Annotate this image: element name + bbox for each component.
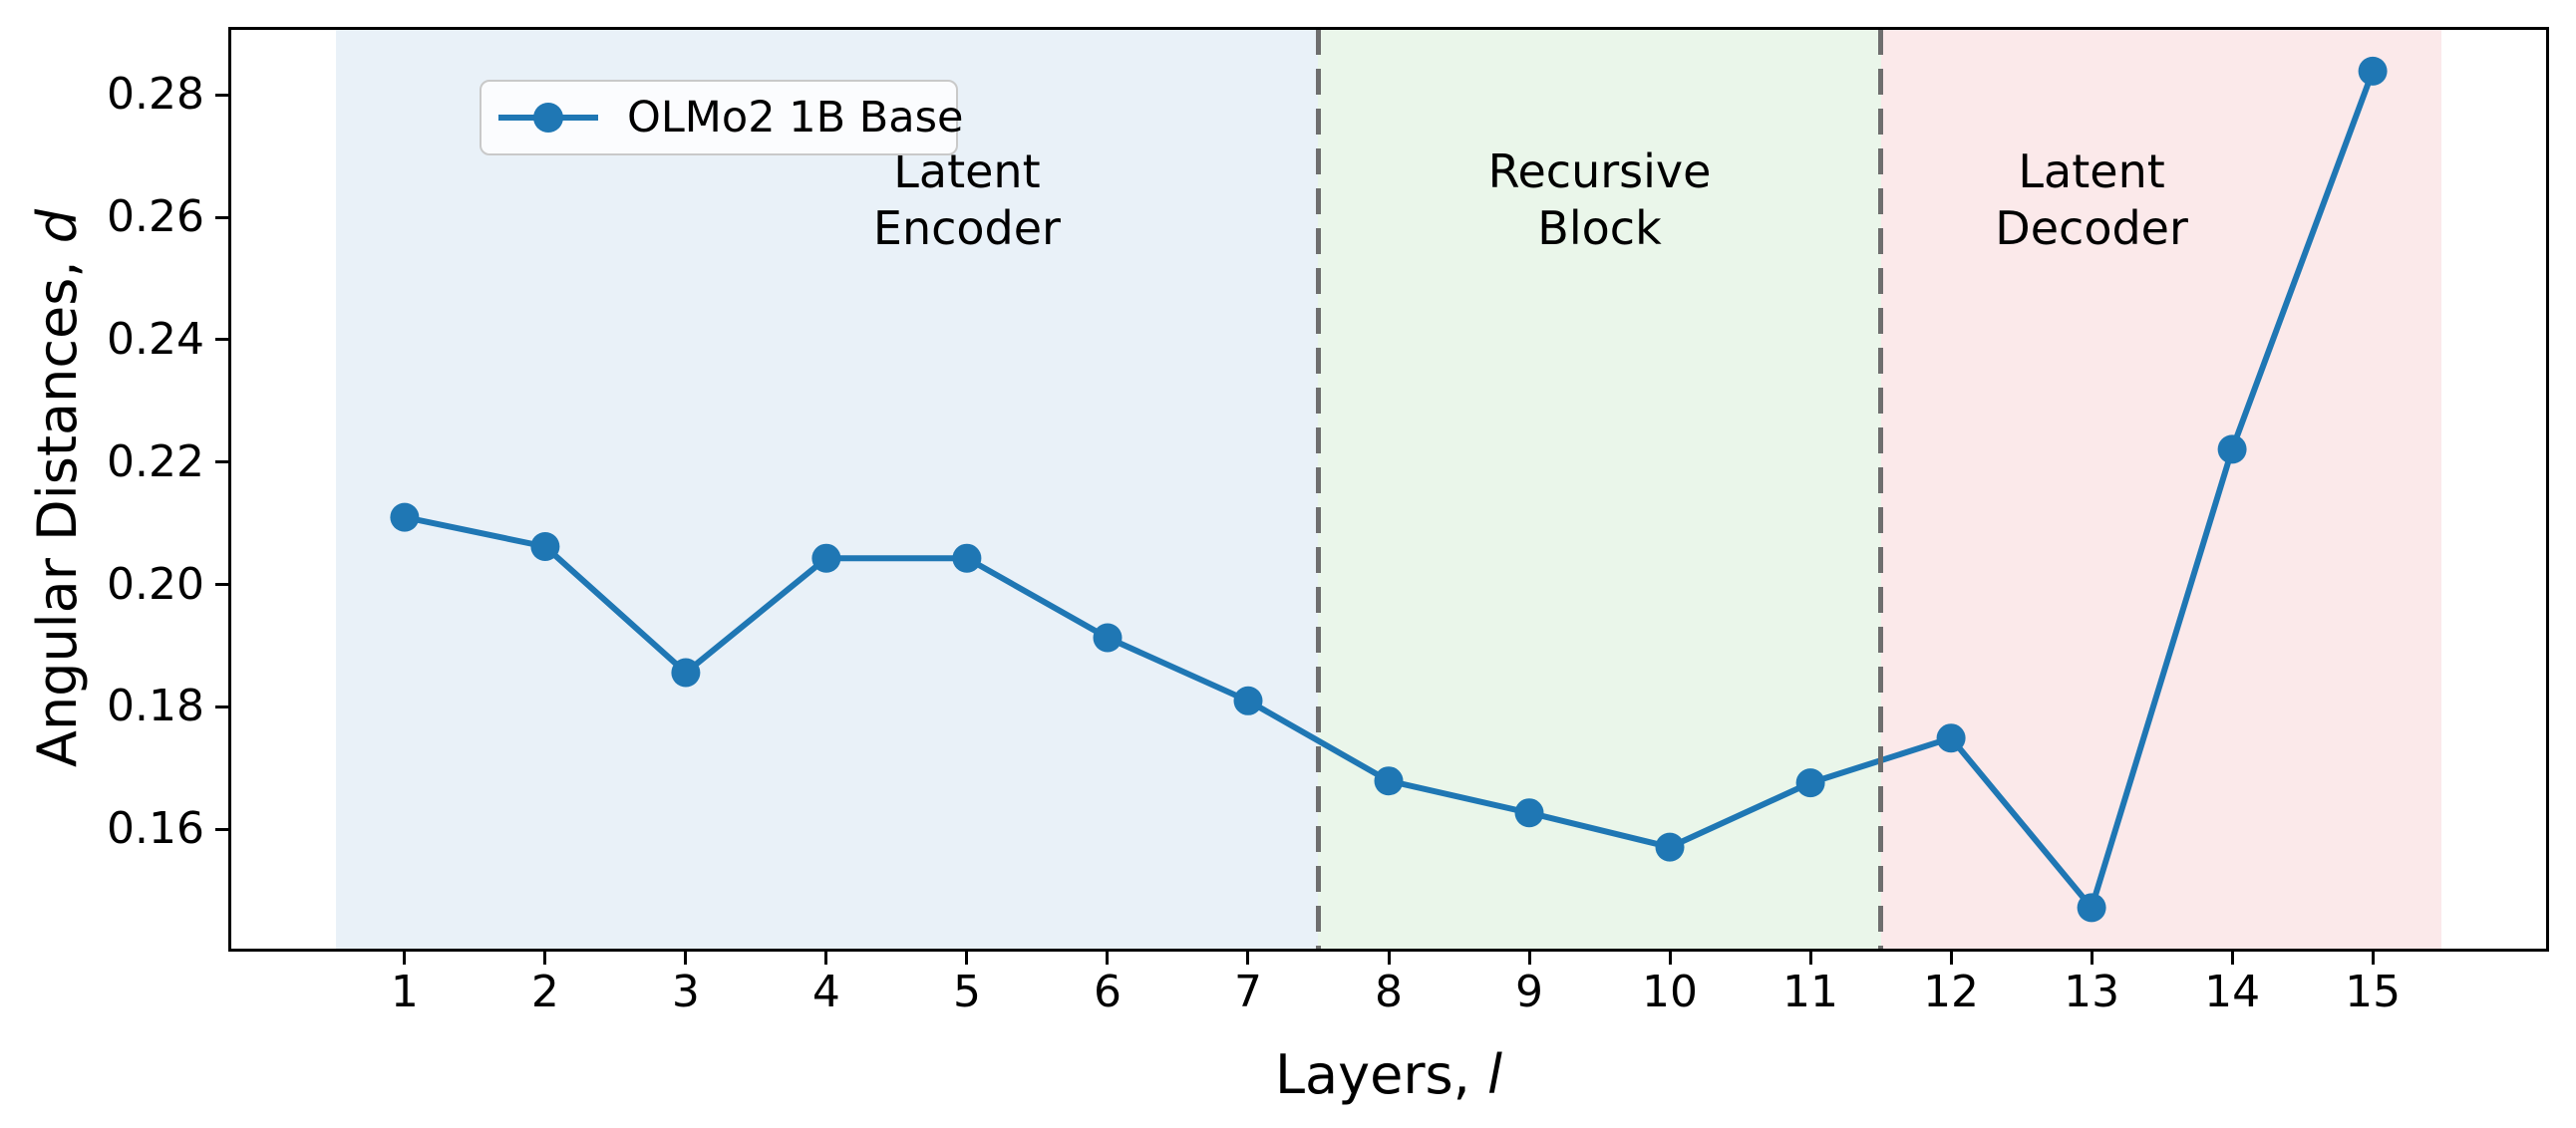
x-tick-label: 6 bbox=[1093, 967, 1122, 1017]
x-tick-mark bbox=[403, 952, 407, 965]
data-point-marker bbox=[2217, 434, 2247, 464]
x-tick-label: 3 bbox=[671, 967, 700, 1017]
region-divider-line bbox=[1315, 29, 1321, 949]
x-tick-mark bbox=[2090, 952, 2093, 965]
region-span-latent-decoder bbox=[1880, 29, 2442, 949]
y-tick-mark bbox=[215, 827, 228, 831]
data-point-marker bbox=[390, 502, 420, 532]
y-tick-mark bbox=[215, 583, 228, 587]
x-tick-mark bbox=[1387, 952, 1391, 965]
data-point-marker bbox=[2077, 893, 2106, 923]
y-tick-mark bbox=[215, 215, 228, 219]
data-point-marker bbox=[2358, 56, 2388, 86]
x-axis-label-variable: l bbox=[1487, 1043, 1503, 1106]
y-tick-label: 0.20 bbox=[107, 558, 204, 610]
region-divider-line bbox=[1878, 29, 1884, 949]
region-dividers-layer bbox=[230, 29, 2547, 949]
data-point-marker bbox=[952, 543, 982, 573]
y-tick-mark bbox=[215, 460, 228, 464]
x-tick-label: 1 bbox=[390, 967, 419, 1017]
x-tick-mark bbox=[965, 952, 969, 965]
x-axis-label: Layers, l bbox=[1275, 1044, 1502, 1106]
region-span-latent-encoder bbox=[335, 29, 1319, 949]
x-tick-mark bbox=[684, 952, 688, 965]
data-point-marker bbox=[1655, 832, 1685, 862]
x-tick-label: 2 bbox=[530, 967, 559, 1017]
x-tick-mark bbox=[824, 952, 828, 965]
region-label-latent-encoder: Latent Encoder bbox=[872, 144, 1061, 255]
y-tick-label: 0.22 bbox=[107, 435, 204, 487]
x-tick-label: 4 bbox=[811, 967, 840, 1017]
data-point-marker bbox=[811, 543, 841, 573]
x-tick-label: 7 bbox=[1233, 967, 1262, 1017]
x-tick-mark bbox=[1527, 952, 1531, 965]
data-point-marker bbox=[530, 532, 560, 561]
legend-line-marker-icon bbox=[498, 103, 598, 133]
region-fills-layer bbox=[230, 29, 2547, 949]
region-label-latent-decoder: Latent Decoder bbox=[1995, 144, 2188, 255]
x-tick-mark bbox=[1246, 952, 1250, 965]
x-tick-mark bbox=[1808, 952, 1812, 965]
y-tick-label: 0.26 bbox=[107, 191, 204, 243]
x-tick-mark bbox=[1106, 952, 1110, 965]
data-point-marker bbox=[1233, 686, 1263, 715]
plot-area: Latent Encoder Recursive Block Latent Decoder… bbox=[230, 29, 2547, 949]
x-tick-label: 12 bbox=[1923, 967, 1980, 1017]
x-tick-label: 14 bbox=[2204, 967, 2261, 1017]
data-point-marker bbox=[671, 658, 701, 688]
region-label-recursive-block: Recursive Block bbox=[1487, 144, 1712, 255]
data-point-marker bbox=[1093, 623, 1123, 653]
region-labels-layer: Latent Encoder Recursive Block Latent Decoder bbox=[230, 29, 2547, 949]
x-tick-mark bbox=[543, 952, 547, 965]
data-point-marker bbox=[1374, 766, 1404, 796]
legend-series-label: OLMo2 1B Base bbox=[627, 93, 964, 142]
x-tick-label: 13 bbox=[2064, 967, 2120, 1017]
x-tick-label: 8 bbox=[1375, 967, 1403, 1017]
x-tick-mark bbox=[2371, 952, 2375, 965]
legend-box: OLMo2 1B Base bbox=[480, 80, 963, 155]
x-tick-mark bbox=[1668, 952, 1672, 965]
y-tick-mark bbox=[215, 705, 228, 708]
data-point-marker bbox=[1795, 768, 1825, 798]
y-tick-mark bbox=[215, 338, 228, 342]
data-point-marker bbox=[1514, 798, 1544, 828]
x-axis-label-text: Layers, bbox=[1274, 1043, 1488, 1106]
x-tick-label: 9 bbox=[1515, 967, 1544, 1017]
x-tick-label: 5 bbox=[952, 967, 981, 1017]
x-tick-mark bbox=[2230, 952, 2234, 965]
y-tick-label: 0.28 bbox=[107, 69, 204, 121]
data-series-layer bbox=[390, 56, 2388, 923]
x-tick-label: 15 bbox=[2345, 967, 2402, 1017]
y-tick-mark bbox=[215, 93, 228, 97]
x-tick-label: 10 bbox=[1642, 967, 1699, 1017]
data-point-marker bbox=[1936, 723, 1966, 753]
x-tick-mark bbox=[1949, 952, 1953, 965]
y-tick-label: 0.16 bbox=[107, 803, 204, 855]
x-tick-label: 11 bbox=[1782, 967, 1839, 1017]
y-tick-label: 0.18 bbox=[107, 681, 204, 732]
y-tick-label: 0.24 bbox=[107, 313, 204, 365]
